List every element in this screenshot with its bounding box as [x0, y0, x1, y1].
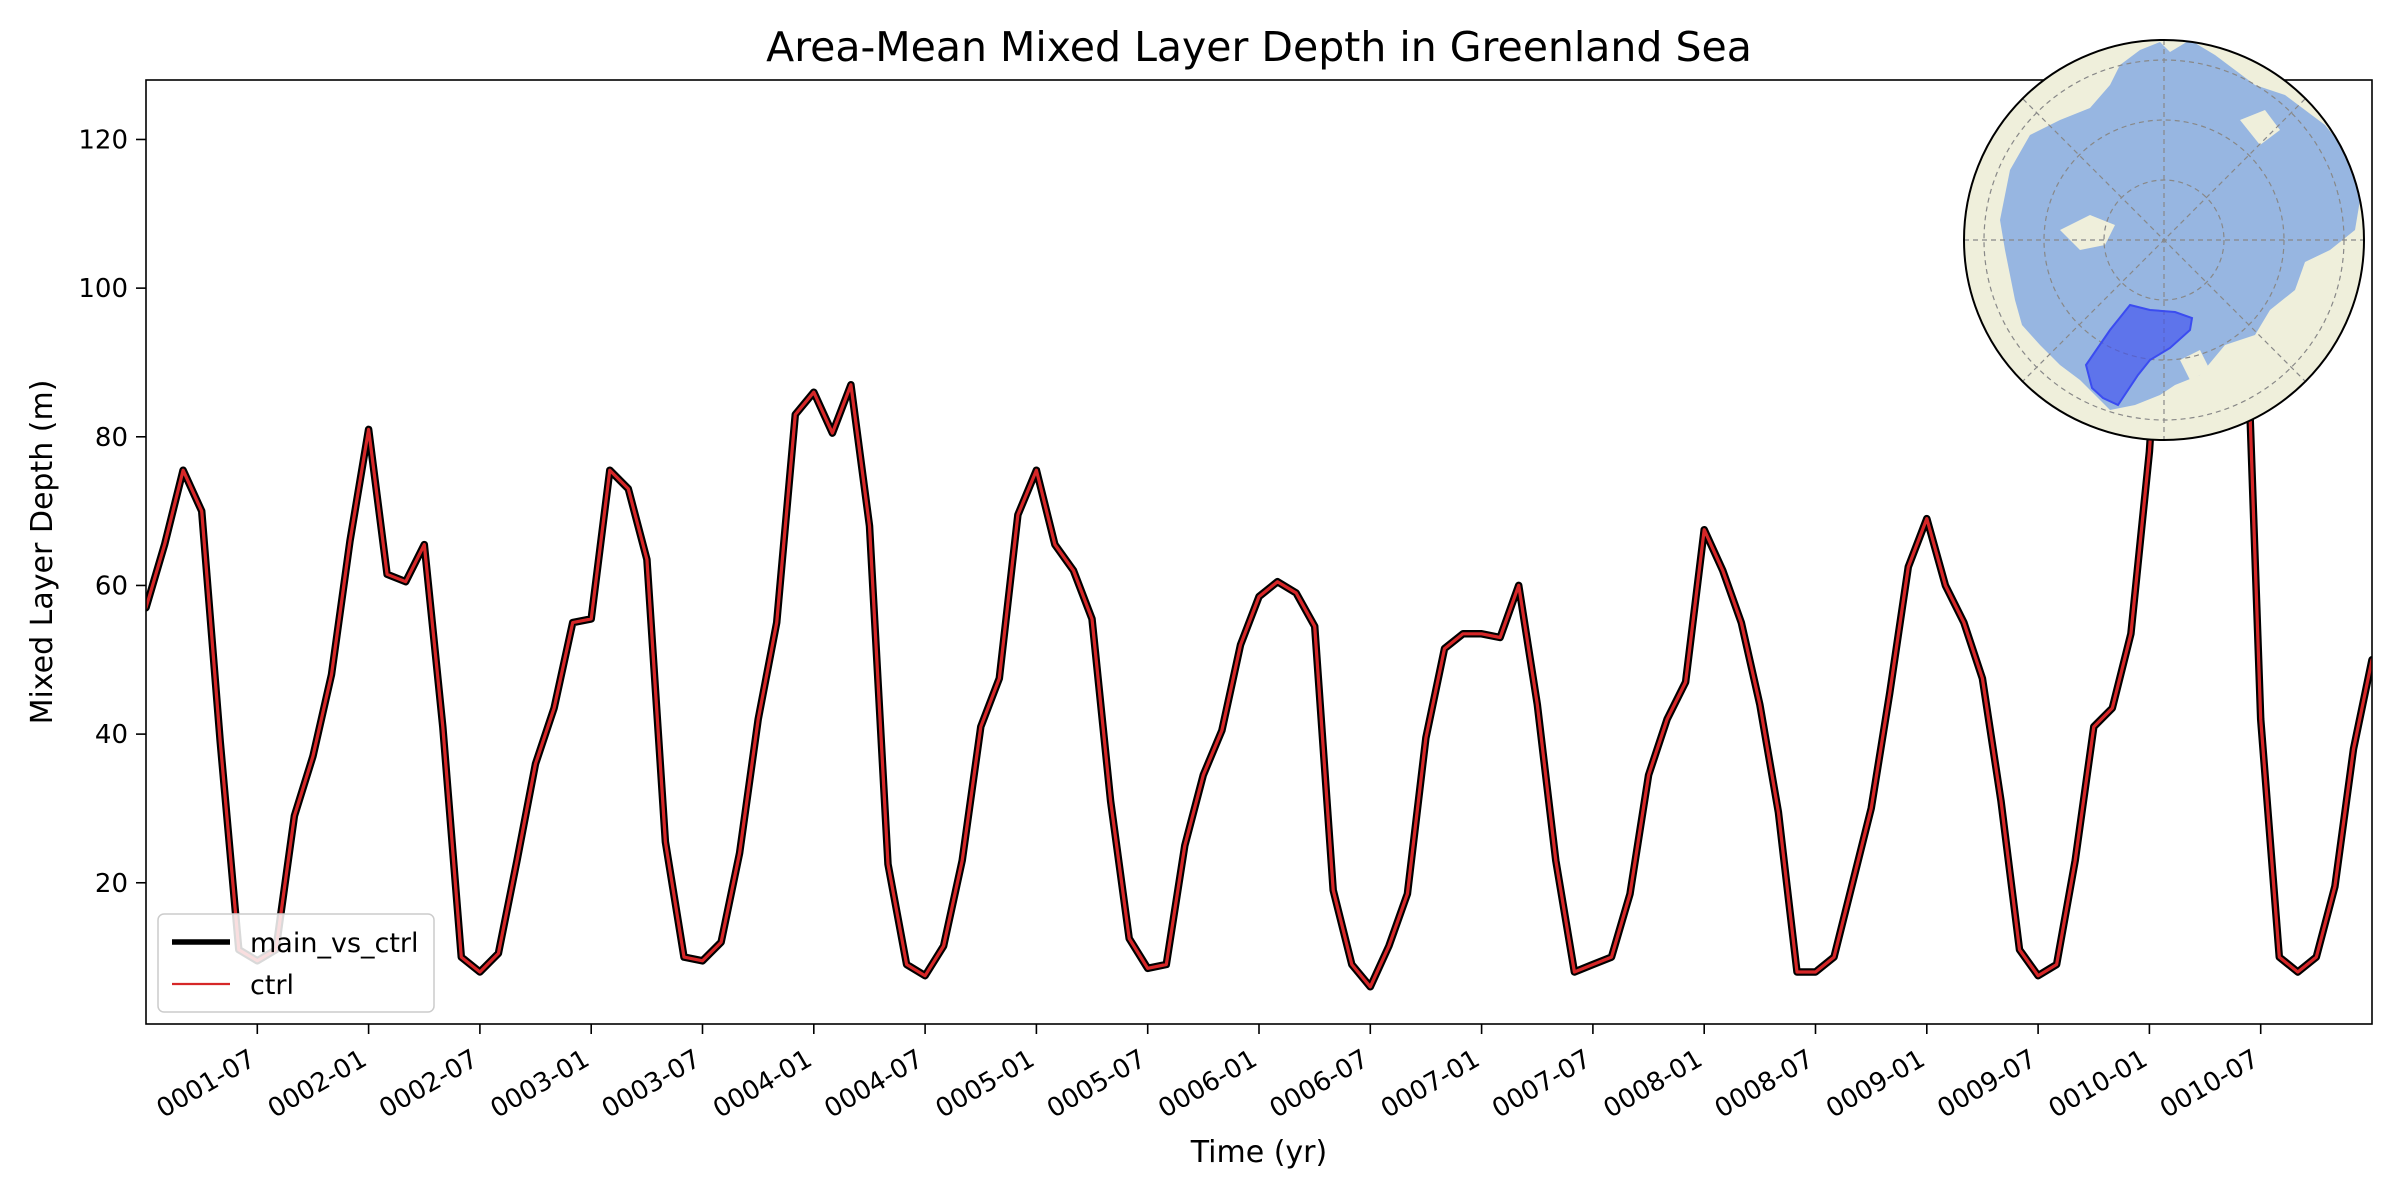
y-tick-label: 80	[95, 423, 128, 453]
x-tick-label: 0009-07	[1933, 1044, 2042, 1124]
greenland-sea-region	[2084, 303, 2194, 407]
legend-label-main-vs-ctrl: main_vs_ctrl	[250, 928, 419, 959]
graticule	[1964, 40, 2364, 440]
x-tick-label: 0007-01	[1376, 1044, 1485, 1124]
land-patch	[2060, 215, 2115, 250]
x-tick-label: 0010-01	[2044, 1044, 2153, 1124]
x-tick-label: 0008-07	[1710, 1044, 1819, 1124]
chart-title: Area-Mean Mixed Layer Depth in Greenland…	[766, 23, 1752, 71]
series-layer	[146, 165, 2372, 991]
x-axis-label: Time (yr)	[1190, 1135, 1327, 1170]
y-axis-label: Mixed Layer Depth (m)	[25, 380, 60, 725]
x-tick-label: 0007-07	[1487, 1044, 1596, 1124]
x-tick-label: 0002-07	[374, 1044, 483, 1124]
y-tick-label: 60	[95, 571, 128, 601]
series-line-ctrl	[146, 167, 2372, 989]
legend-box	[157, 913, 435, 1013]
x-tick-label: 0004-07	[820, 1044, 929, 1124]
plot-frame	[145, 79, 2373, 1025]
x-tick-label: 0005-07	[1042, 1044, 1151, 1124]
x-tick-label: 0004-01	[708, 1044, 817, 1124]
y-axis: 20 40 60 80 100 120	[78, 125, 146, 899]
legend-label-ctrl: ctrl	[250, 970, 294, 1001]
x-tick-label: 0003-01	[486, 1044, 595, 1124]
x-tick-label: 0002-01	[263, 1044, 372, 1124]
y-tick-label: 40	[95, 720, 128, 750]
north-polar-map	[1963, 39, 2365, 441]
y-tick-label: 20	[95, 869, 128, 899]
land-patch	[2240, 110, 2280, 145]
x-axis: 0001-07 0002-01 0002-07 0003-01 0003-07 0004-…	[152, 1024, 2264, 1124]
y-tick-label: 100	[78, 274, 128, 304]
y-tick-label: 120	[78, 125, 128, 155]
x-tick-label: 0006-07	[1265, 1044, 1374, 1124]
x-tick-label: 0005-01	[931, 1044, 1040, 1124]
x-tick-label: 0006-01	[1153, 1044, 1262, 1124]
x-tick-label: 0003-07	[597, 1044, 706, 1124]
x-tick-label: 0010-07	[2155, 1044, 2264, 1124]
x-tick-label: 0001-07	[152, 1044, 261, 1124]
x-tick-label: 0008-01	[1599, 1044, 1708, 1124]
legend: main_vs_ctrl ctrl	[157, 913, 435, 1013]
x-tick-label: 0009-01	[1821, 1044, 1930, 1124]
